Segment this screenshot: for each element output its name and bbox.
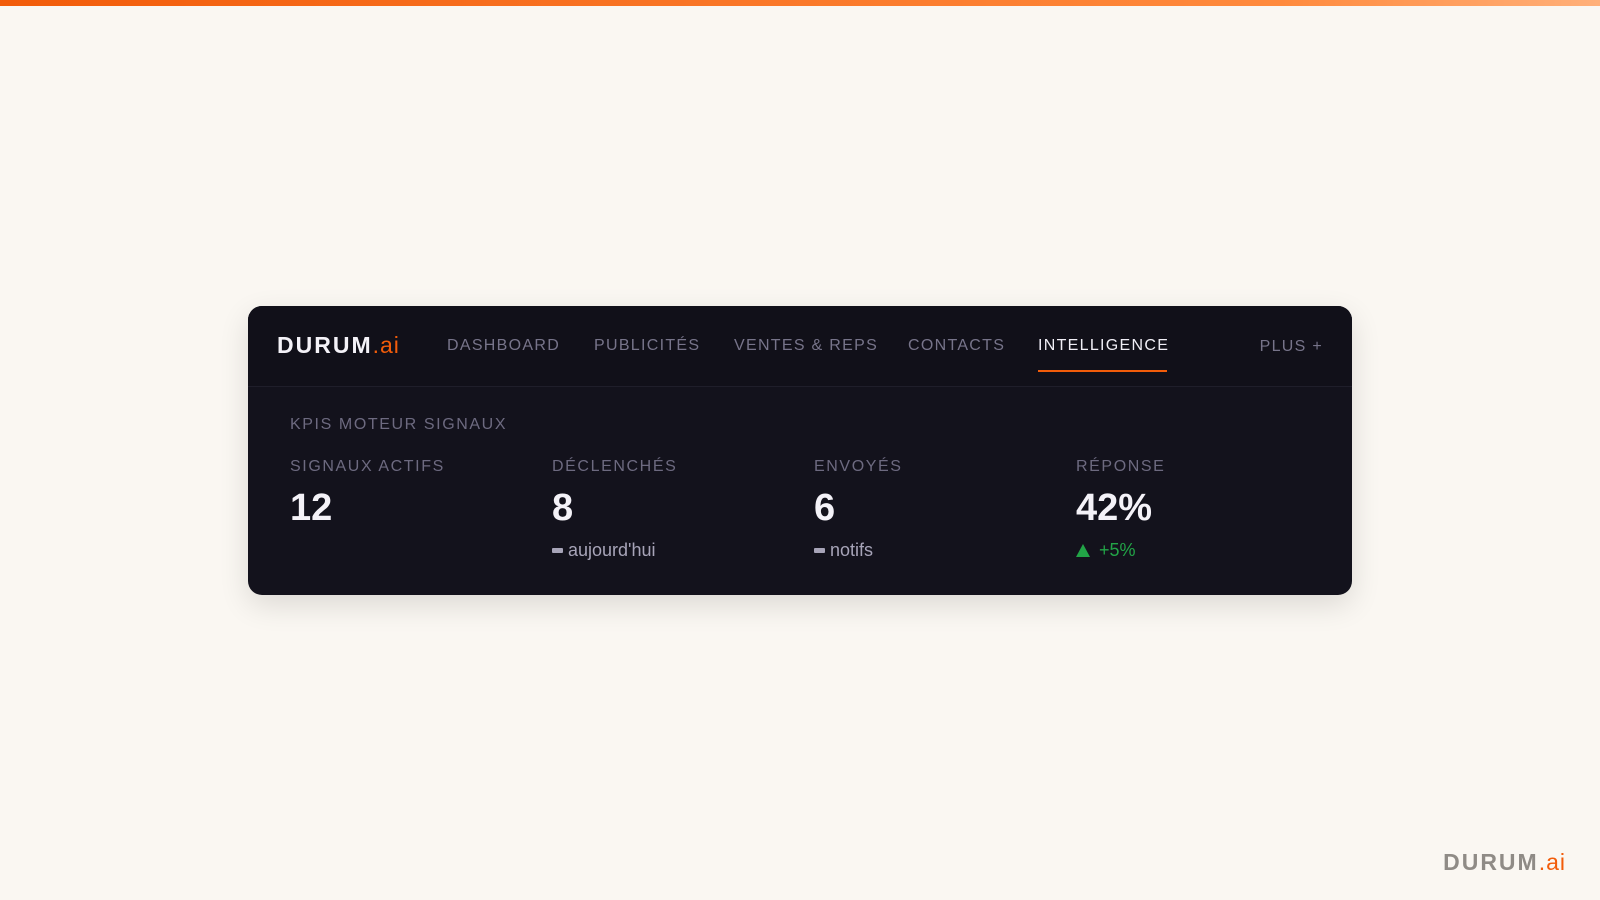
kpi-label: ENVOYÉS	[814, 458, 903, 475]
kpi-declenches: DÉCLENCHÉS 8 aujourd'hui	[552, 458, 802, 561]
kpi-label: SIGNAUX ACTIFS	[290, 458, 445, 475]
kpi-sub: notifs	[814, 540, 1064, 561]
logo[interactable]: DURUM.ai	[277, 332, 400, 359]
kpi-envoyes: ENVOYÉS 6 notifs	[814, 458, 1064, 561]
kpi-label: RÉPONSE	[1076, 458, 1166, 475]
kpi-delta: +5%	[1099, 540, 1136, 560]
nav-publicites[interactable]: PUBLICITÉS	[594, 337, 701, 354]
active-tab-indicator	[1038, 370, 1167, 372]
nav-dashboard[interactable]: DASHBOARD	[447, 337, 561, 354]
kpi-card: DURUM.ai DASHBOARD PUBLICITÉS VENTES & R…	[248, 306, 1352, 595]
kpi-value: 8	[552, 487, 574, 529]
top-nav: DURUM.ai DASHBOARD PUBLICITÉS VENTES & R…	[248, 306, 1352, 387]
dash-icon	[814, 548, 825, 553]
footer-logo-suffix: .ai	[1538, 849, 1566, 875]
kpi-value: 12	[290, 487, 333, 529]
kpi-value: 6	[814, 487, 836, 529]
kpi-reponse: RÉPONSE 42% +5%	[1076, 458, 1326, 561]
kpi-sub: +5%	[1076, 540, 1326, 561]
logo-suffix: .ai	[372, 332, 400, 358]
footer-logo-text: DURUM	[1443, 849, 1539, 875]
kpi-value: 42%	[1076, 487, 1153, 529]
top-accent-bar	[0, 0, 1600, 6]
kpi-sub: aujourd'hui	[552, 540, 802, 561]
kpi-label: DÉCLENCHÉS	[552, 458, 678, 475]
kpi-sub-text: notifs	[830, 540, 874, 560]
logo-text: DURUM	[277, 332, 373, 358]
nav-intelligence[interactable]: INTELLIGENCE	[1038, 337, 1170, 354]
dash-icon	[552, 548, 563, 553]
kpi-signaux-actifs: SIGNAUX ACTIFS 12	[290, 458, 540, 530]
kpi-sub-text: aujourd'hui	[568, 540, 656, 560]
nav-ventes-reps[interactable]: VENTES & REPS	[734, 337, 879, 354]
triangle-up-icon	[1076, 544, 1090, 557]
nav-plus[interactable]: PLUS +	[1259, 338, 1323, 355]
nav-contacts[interactable]: CONTACTS	[908, 337, 1006, 354]
section-title: KPIS MOTEUR SIGNAUX	[290, 416, 508, 433]
footer-logo: DURUM.ai	[1443, 849, 1566, 876]
